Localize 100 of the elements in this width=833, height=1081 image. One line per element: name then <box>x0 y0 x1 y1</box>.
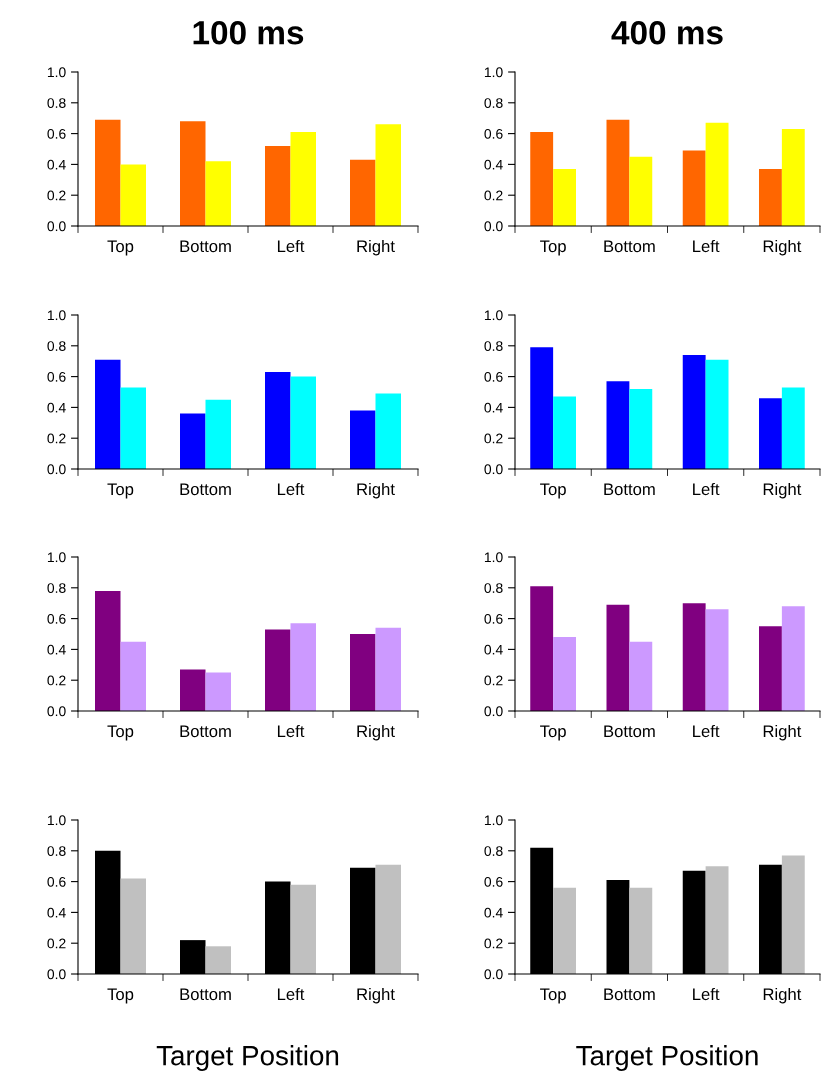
x-tick-label: Left <box>693 482 720 496</box>
bar <box>759 169 782 226</box>
bar <box>705 122 729 226</box>
y-tick-label: 0.6 <box>484 128 503 139</box>
bar <box>375 627 401 711</box>
y-tick-label: 0.8 <box>47 341 66 351</box>
x-tick-label: Bottom <box>180 483 231 496</box>
x-tick-label: Bottom <box>180 988 231 1001</box>
x-tick-label: Bottom <box>180 725 231 738</box>
bar <box>553 887 576 974</box>
y-tick-label: 0.6 <box>484 371 503 382</box>
x-tick-label: Left <box>693 239 720 253</box>
x-tick-label: Bottom <box>604 483 655 496</box>
y-tick-label: 0.8 <box>47 846 66 856</box>
y-tick-label: 1.0 <box>484 67 503 78</box>
x-tick-label: Top <box>107 483 134 499</box>
x-tick-label: Right <box>357 239 395 256</box>
y-tick-label: 1.0 <box>47 310 66 321</box>
bar <box>530 586 554 711</box>
bar <box>759 626 782 711</box>
x-tick-label: Right <box>763 239 802 256</box>
bar <box>180 669 206 711</box>
y-tick-label: 0.0 <box>484 706 503 717</box>
x-tick-label: Bottom <box>180 240 231 253</box>
y-tick-label: 0.4 <box>47 159 66 170</box>
bar <box>290 376 316 469</box>
bar <box>553 396 576 469</box>
y-tick-label: 0.8 <box>484 98 503 108</box>
y-tick-label: 0.2 <box>47 938 66 949</box>
y-tick-label: 0.6 <box>484 613 503 624</box>
x-axis-title: Target Position <box>576 1045 758 1071</box>
bar <box>265 629 291 711</box>
bar <box>553 637 576 711</box>
x-tick-label: Right <box>357 482 395 499</box>
bar <box>95 359 121 469</box>
bar <box>606 119 630 226</box>
y-tick-label: 0.6 <box>484 876 503 887</box>
bar <box>629 641 653 711</box>
y-tick-label: 0.6 <box>47 876 66 887</box>
x-tick-label: Bottom <box>604 725 655 738</box>
x-tick-label: Top <box>540 240 566 256</box>
y-tick-label: 0.4 <box>47 402 66 413</box>
x-tick-label: Left <box>277 987 305 1001</box>
bar <box>629 887 653 974</box>
bar <box>375 393 401 469</box>
bar <box>759 398 782 469</box>
x-tick-label: Right <box>763 724 802 741</box>
x-tick-label: Right <box>357 724 395 741</box>
x-tick-label: Right <box>763 987 802 1004</box>
y-tick-label: 0.0 <box>47 221 66 232</box>
bar <box>781 128 805 226</box>
bar <box>180 413 206 469</box>
y-tick-label: 0.0 <box>47 464 66 475</box>
x-tick-label: Top <box>107 725 134 741</box>
bar <box>350 159 376 226</box>
y-tick-label: 0.8 <box>484 846 503 856</box>
y-tick-label: 1.0 <box>484 310 503 321</box>
x-tick-label: Top <box>107 240 134 256</box>
y-tick-label: 0.0 <box>47 969 66 980</box>
bar <box>375 124 401 226</box>
bar <box>530 347 554 469</box>
bar <box>350 634 376 711</box>
bar <box>705 609 729 711</box>
y-tick-label: 0.2 <box>484 433 503 444</box>
bar <box>530 132 554 226</box>
bar <box>120 641 146 711</box>
bar <box>350 410 376 469</box>
bar <box>95 590 121 711</box>
bar <box>705 359 729 469</box>
x-tick-label: Left <box>693 987 720 1001</box>
y-tick-label: 1.0 <box>484 552 503 563</box>
y-tick-label: 0.4 <box>484 907 503 918</box>
y-tick-label: 0.8 <box>484 583 503 593</box>
bar <box>265 371 291 469</box>
bar <box>205 399 231 469</box>
bar <box>682 355 706 469</box>
y-tick-label: 0.0 <box>484 221 503 232</box>
y-tick-label: 0.2 <box>484 675 503 686</box>
bar <box>781 606 805 711</box>
bar <box>606 381 630 469</box>
bar <box>781 387 805 469</box>
x-tick-label: Top <box>107 988 134 1004</box>
y-tick-label: 0.4 <box>484 402 503 413</box>
bar <box>120 387 146 469</box>
bar <box>682 150 706 226</box>
y-tick-label: 1.0 <box>484 815 503 826</box>
x-tick-label: Right <box>763 482 802 499</box>
bar <box>205 672 231 711</box>
x-tick-label: Top <box>540 483 566 499</box>
bar <box>205 946 231 974</box>
x-tick-label: Left <box>277 724 305 738</box>
bar <box>290 884 316 974</box>
y-tick-label: 0.2 <box>47 190 66 201</box>
y-tick-label: 1.0 <box>47 67 66 78</box>
x-tick-label: Bottom <box>604 240 655 253</box>
x-tick-label: Left <box>277 239 305 253</box>
y-tick-label: 1.0 <box>47 815 66 826</box>
bar <box>629 156 653 226</box>
bar <box>95 119 121 226</box>
y-tick-label: 0.6 <box>47 371 66 382</box>
